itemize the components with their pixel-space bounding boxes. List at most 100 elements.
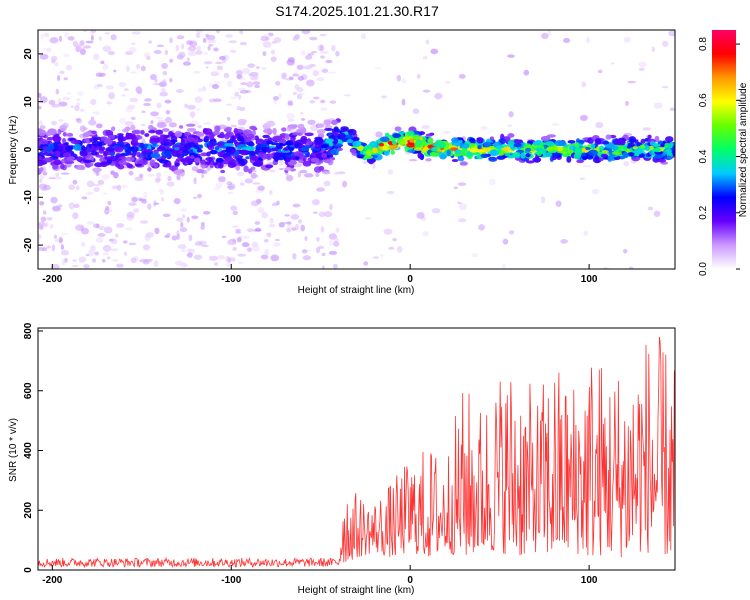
spectrogram-band-blob (91, 140, 102, 147)
spectrogram-noise-blob (334, 171, 339, 176)
spectrogram-noise-blob (296, 64, 304, 70)
spectrogram-noise-blob (239, 77, 246, 80)
spectrogram-band-blob (237, 158, 248, 166)
spectrogram-band-blob (413, 147, 422, 151)
spectrogram-noise-blob (225, 34, 233, 38)
spectrogram-band-blob (205, 160, 211, 165)
spectrogram-noise-blob (154, 177, 161, 183)
spectrogram-noise-blob (297, 94, 303, 100)
spectrogram-band-blob (430, 152, 440, 157)
spectrogram-noise-blob (457, 201, 463, 205)
spectrogram-noise-blob (82, 45, 92, 49)
spectrogram-y-tick-label: 20 (23, 48, 34, 60)
spectrogram-noise-blob (58, 236, 63, 244)
spectrogram-band-blob (294, 156, 300, 160)
spectrogram-noise-blob (102, 259, 106, 263)
spectrogram-noise-blob (182, 214, 186, 219)
spectrogram-band-blob (513, 142, 522, 148)
spectrogram-noise-blob (115, 233, 119, 238)
spectrogram-band-blob (489, 136, 495, 141)
spectrogram-band-blob (557, 146, 563, 152)
spectrogram-noise-blob (270, 254, 280, 262)
spectrogram-band-blob (660, 143, 665, 148)
spectrogram-noise-blob (668, 30, 675, 37)
spectrogram-noise-blob (55, 172, 60, 177)
spectrogram-noise-blob (221, 235, 227, 239)
spectrogram-band-blob (46, 146, 52, 152)
spectrogram-noise-blob (551, 123, 560, 126)
spectrogram-band-blob (79, 150, 88, 157)
spectrogram-band-blob (233, 127, 238, 135)
spectrogram-noise-blob (275, 81, 281, 86)
spectrogram-noise-blob (94, 251, 99, 256)
spectrogram-noise-blob (213, 81, 221, 84)
spectrogram-band-blob (104, 156, 114, 160)
spectrogram-band-blob (110, 152, 115, 157)
spectrogram-band-blob (367, 158, 377, 163)
spectrogram-noise-blob (300, 118, 306, 121)
spectrogram-band-blob (112, 140, 117, 145)
spectrogram-noise-blob (541, 196, 546, 204)
spectrogram-band-blob (525, 147, 532, 152)
spectrogram-noise-blob (285, 174, 294, 182)
spectrogram-noise-blob (90, 30, 97, 33)
spectrogram-band-blob (476, 137, 484, 144)
spectrogram-band-blob (590, 143, 596, 150)
spectrogram-noise-blob (111, 185, 120, 190)
spectrogram-band-blob (266, 120, 276, 127)
spectrogram-band-blob (314, 142, 322, 150)
spectrogram-noise-blob (88, 249, 95, 257)
spectrogram-noise-blob (638, 61, 648, 68)
spectrogram-noise-blob (154, 202, 160, 205)
spectrogram-noise-blob (86, 221, 95, 225)
spectrogram-noise-blob (374, 67, 382, 70)
spectrogram-band-blob (331, 119, 338, 126)
spectrogram-noise-blob (154, 227, 160, 235)
spectrogram-noise-blob (236, 106, 241, 111)
spectrogram-band-blob (340, 126, 349, 131)
spectrogram-noise-blob (237, 87, 246, 91)
spectrogram-noise-blob (283, 221, 292, 225)
spectrogram-x-tick-label: 100 (581, 274, 598, 285)
spectrogram-band-blob (312, 149, 318, 154)
spectrogram-band-blob (280, 149, 291, 153)
spectrogram-band-blob (321, 152, 328, 159)
spectrogram-noise-blob (51, 263, 60, 269)
spectrogram-noise-blob (131, 196, 138, 203)
spectrogram-noise-blob (318, 211, 326, 218)
spectrogram-band-blob (249, 125, 257, 130)
spectrogram-noise-blob (176, 35, 185, 40)
spectrogram-noise-blob (162, 70, 168, 76)
spectrogram-noise-blob (49, 224, 54, 229)
spectrogram-band-blob (638, 153, 645, 158)
spectrogram-noise-blob (39, 53, 49, 60)
spectrogram-band-blob (284, 140, 294, 146)
spectrogram-noise-blob (547, 30, 552, 36)
spectrogram-noise-blob (257, 207, 265, 214)
spectrogram-noise-blob (362, 160, 368, 164)
spectrogram-noise-blob (110, 248, 119, 252)
spectrogram-band-blob (581, 147, 587, 153)
spectrogram-band-blob (142, 159, 148, 166)
spectrogram-band-blob (536, 149, 543, 157)
spectrogram-noise-blob (38, 92, 42, 99)
spectrogram-noise-blob (57, 204, 63, 208)
spectrogram-band-blob (234, 149, 239, 157)
spectrogram-noise-blob (471, 253, 478, 258)
spectrogram-noise-blob (90, 116, 95, 121)
spectrogram-noise-blob (669, 107, 675, 111)
spectrogram-band-blob (545, 141, 555, 146)
spectrogram-band-blob (507, 133, 515, 138)
spectrogram-noise-blob (164, 116, 173, 124)
spectrogram-noise-blob (164, 234, 170, 239)
spectrogram-band-blob (150, 152, 161, 159)
spectrogram-noise-blob (52, 205, 61, 212)
spectrogram-band-blob (148, 129, 156, 134)
spectrogram-band-blob (568, 150, 574, 154)
spectrogram-noise-blob (269, 169, 276, 173)
spectrogram-noise-blob (653, 210, 661, 217)
spectrogram-band-blob (98, 146, 106, 151)
spectrogram-noise-blob (202, 121, 212, 126)
spectrogram-band-blob (61, 137, 66, 144)
spectrogram-band-blob (357, 154, 366, 159)
